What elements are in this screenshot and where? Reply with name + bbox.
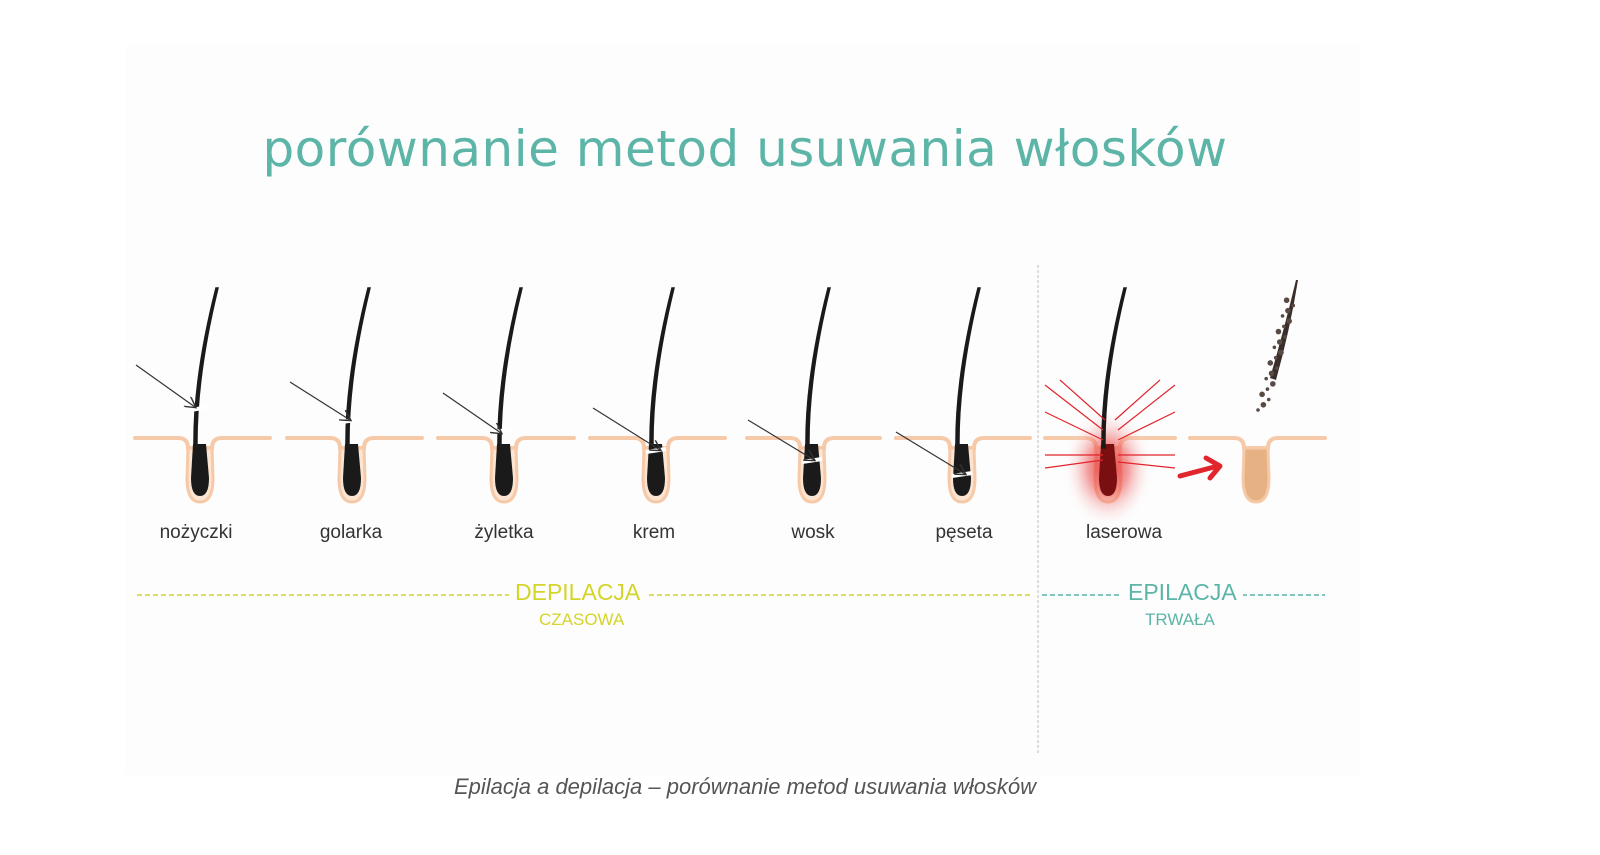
cut-mark [189, 405, 211, 412]
hair-root [1099, 444, 1117, 496]
epilation-sublabel: TRWAŁA [1145, 610, 1215, 629]
hair-shaft [497, 287, 523, 449]
hair-shaft [649, 287, 675, 449]
result-arrow [1177, 463, 1221, 479]
follicle-after-laser [1177, 280, 1327, 504]
method-label-wax: wosk [791, 522, 835, 543]
hair-particle [1260, 401, 1267, 408]
hair-particle [1291, 303, 1296, 308]
hair-particle [1283, 297, 1290, 304]
diagram-title: porównanie metod usuwania włosków [262, 120, 1228, 178]
epilation-label: EPILACJA [1122, 579, 1243, 606]
hair-particle [1272, 345, 1277, 350]
laser-ray [1117, 384, 1176, 431]
method-label-shaver: golarka [319, 522, 383, 543]
hair-particle [1280, 314, 1285, 318]
broken-hair [1270, 280, 1298, 380]
hair-particle [1276, 339, 1283, 345]
cut-arrow [895, 431, 965, 474]
cut-arrow [592, 407, 660, 450]
method-label-tweezers: pęseta [935, 522, 993, 543]
follicle-1 [133, 287, 272, 504]
laser-ray [1044, 384, 1104, 431]
cut-mark [341, 417, 363, 424]
hair-particle [1282, 324, 1286, 329]
hair-particle [1256, 408, 1260, 412]
depilation-sublabel: CZASOWA [539, 610, 625, 629]
laser-ray [1114, 379, 1161, 421]
hair-particle [1278, 349, 1284, 356]
hair-particle [1267, 360, 1274, 366]
hair-root [803, 444, 821, 496]
hair-particle [1275, 366, 1279, 370]
laser-ray [1117, 461, 1176, 469]
hair-root [647, 444, 665, 496]
follicle-2 [285, 287, 424, 504]
hair-particle [1259, 391, 1265, 398]
hair-root [191, 444, 209, 496]
hair-particle [1283, 335, 1287, 339]
follicle-4 [588, 287, 727, 504]
method-label-scissors: nożyczki [159, 522, 233, 543]
laser-ray [1044, 459, 1104, 469]
hair-shaft [345, 287, 371, 449]
hair-particle [1275, 328, 1282, 335]
hair-particle [1286, 318, 1292, 324]
hair-root [495, 444, 513, 496]
hair-particle [1285, 307, 1291, 314]
follicle-3 [436, 287, 576, 504]
cut-arrow [289, 381, 350, 420]
follicle-5 [745, 287, 882, 504]
laser-ray [1059, 379, 1106, 421]
figure-panel [125, 45, 1360, 775]
hair-shaft [193, 287, 219, 449]
hair-root [953, 444, 971, 496]
result-arrow-head [1203, 455, 1223, 481]
cut-arrow [135, 364, 195, 407]
figure-caption: Epilacja a depilacja – porównanie metod … [453, 774, 1037, 799]
cut-arrow [442, 392, 501, 433]
cut-arrow [747, 419, 814, 460]
hair-shaft [955, 287, 981, 449]
hair-particle [1266, 397, 1271, 402]
laser-ray [1117, 411, 1176, 441]
method-label-cream: krem [632, 522, 676, 543]
hair-shaft [1101, 287, 1127, 449]
laser-ray [1044, 411, 1104, 441]
method-label-razor: żyletka [474, 522, 534, 543]
hair-particle [1273, 355, 1278, 360]
hair-particle [1270, 381, 1276, 387]
follicle-6 [894, 287, 1032, 504]
empty-follicle [1241, 446, 1271, 504]
depilation-label: DEPILACJA [509, 579, 647, 606]
method-label-laser: laserowa [1085, 522, 1163, 543]
hair-root [343, 444, 361, 496]
hair-particle [1265, 387, 1270, 391]
hair-particle [1268, 370, 1275, 377]
follicle-7 [1043, 287, 1177, 528]
hair-particle [1264, 376, 1268, 381]
hair-shaft [805, 287, 831, 449]
